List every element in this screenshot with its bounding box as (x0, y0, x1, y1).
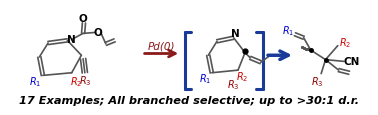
Text: N: N (67, 34, 76, 44)
Text: O: O (79, 14, 87, 24)
Text: $R_2$: $R_2$ (236, 70, 249, 83)
Text: Pd(0): Pd(0) (148, 41, 175, 51)
Text: $R_1$: $R_1$ (198, 72, 211, 85)
Text: $R_2$: $R_2$ (70, 75, 82, 89)
Text: CN: CN (344, 57, 360, 67)
Text: $R_1$: $R_1$ (29, 75, 41, 89)
Text: 17 Examples; All branched selective; up to >30:1 d.r.: 17 Examples; All branched selective; up … (19, 95, 359, 105)
Text: N: N (231, 29, 240, 39)
Text: O: O (94, 27, 102, 37)
Text: $R_3$: $R_3$ (311, 74, 324, 88)
Text: $R_3$: $R_3$ (227, 78, 240, 91)
Text: $R_1$: $R_1$ (282, 24, 294, 37)
Text: $R_2$: $R_2$ (339, 36, 351, 50)
Text: $R_3$: $R_3$ (79, 73, 92, 87)
